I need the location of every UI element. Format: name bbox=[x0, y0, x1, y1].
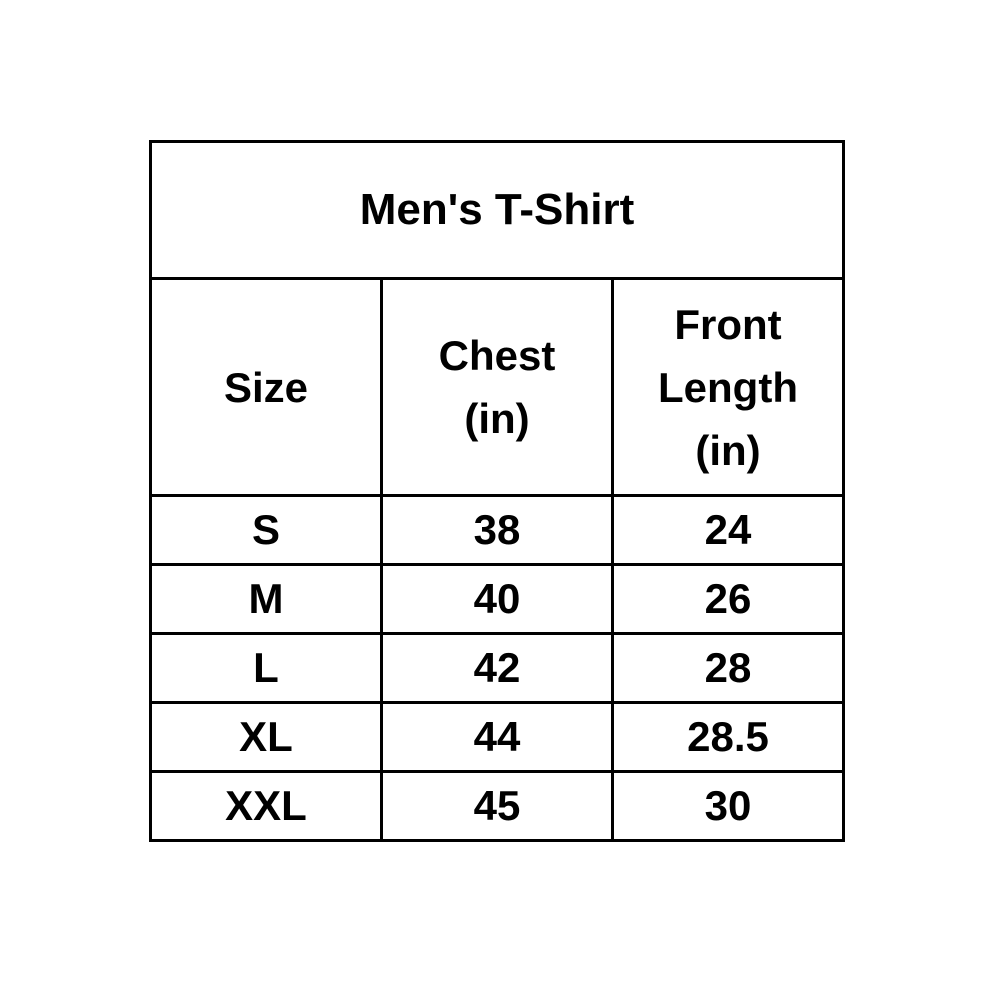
chest-value: 44 bbox=[380, 701, 614, 773]
front-length-value: 28 bbox=[611, 632, 845, 704]
front-length-value: 30 bbox=[611, 770, 845, 842]
chest-value: 40 bbox=[380, 563, 614, 635]
header-row: Size Chest (in) Front Length (in) bbox=[149, 277, 845, 497]
size-value: L bbox=[149, 632, 383, 704]
size-value: S bbox=[149, 494, 383, 566]
size-value: M bbox=[149, 563, 383, 635]
table-row-xl: XL 44 28.5 bbox=[149, 701, 845, 773]
size-value: XL bbox=[149, 701, 383, 773]
table-row-xxl: XXL 45 30 bbox=[149, 770, 845, 842]
size-value: XXL bbox=[149, 770, 383, 842]
chest-value: 42 bbox=[380, 632, 614, 704]
table-row-m: M 40 26 bbox=[149, 563, 845, 635]
chest-value: 45 bbox=[380, 770, 614, 842]
table-row-s: S 38 24 bbox=[149, 494, 845, 566]
title-row: Men's T-Shirt bbox=[149, 140, 845, 280]
front-length-value: 28.5 bbox=[611, 701, 845, 773]
size-chart-table: Men's T-Shirt Size Chest (in) Front Leng… bbox=[149, 140, 845, 842]
column-header-size: Size bbox=[149, 277, 383, 497]
front-length-value: 26 bbox=[611, 563, 845, 635]
table-title: Men's T-Shirt bbox=[149, 140, 845, 280]
column-header-front-length: Front Length (in) bbox=[611, 277, 845, 497]
chest-value: 38 bbox=[380, 494, 614, 566]
table-row-l: L 42 28 bbox=[149, 632, 845, 704]
column-header-chest: Chest (in) bbox=[380, 277, 614, 497]
front-length-value: 24 bbox=[611, 494, 845, 566]
